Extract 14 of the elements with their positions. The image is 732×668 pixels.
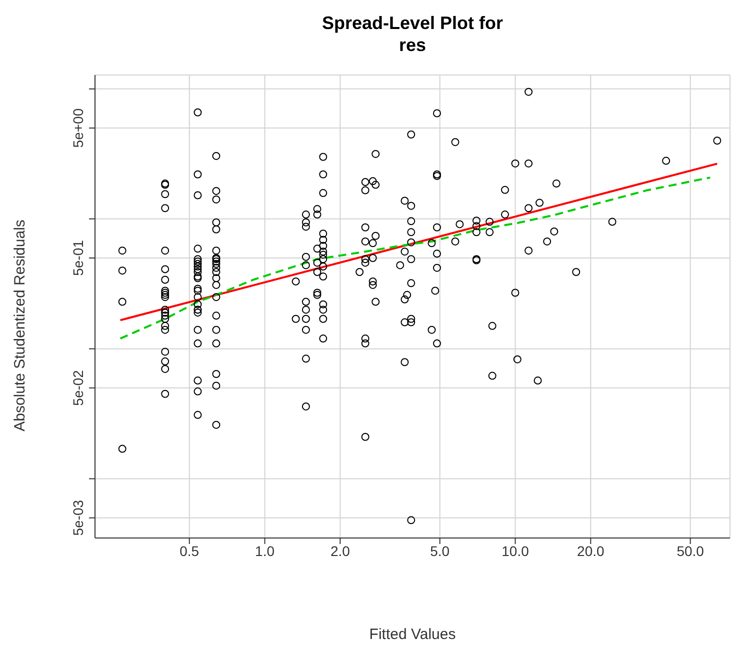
- y-axis-title: Absolute Studentized Residuals: [12, 218, 28, 434]
- x-tick-label: 5.0: [430, 542, 450, 559]
- chart-title: Spread-Level Plot for res: [320, 12, 504, 56]
- x-tick-label: 2.0: [330, 542, 350, 559]
- x-axis-title: Fitted Values: [368, 626, 457, 643]
- x-tick-label: 1.0: [255, 542, 275, 559]
- x-tick-label: 20.0: [577, 542, 604, 559]
- x-tick-label: 0.5: [180, 542, 200, 559]
- y-tick-label: 5e-03: [70, 500, 86, 536]
- y-tick-label: 5e-01: [70, 240, 86, 276]
- x-tick-label: 50.0: [676, 542, 704, 559]
- y-tick-label: 5e+00: [70, 108, 86, 148]
- x-tick-label: 10.0: [502, 542, 530, 559]
- y-tick-label: 5e-02: [70, 370, 86, 406]
